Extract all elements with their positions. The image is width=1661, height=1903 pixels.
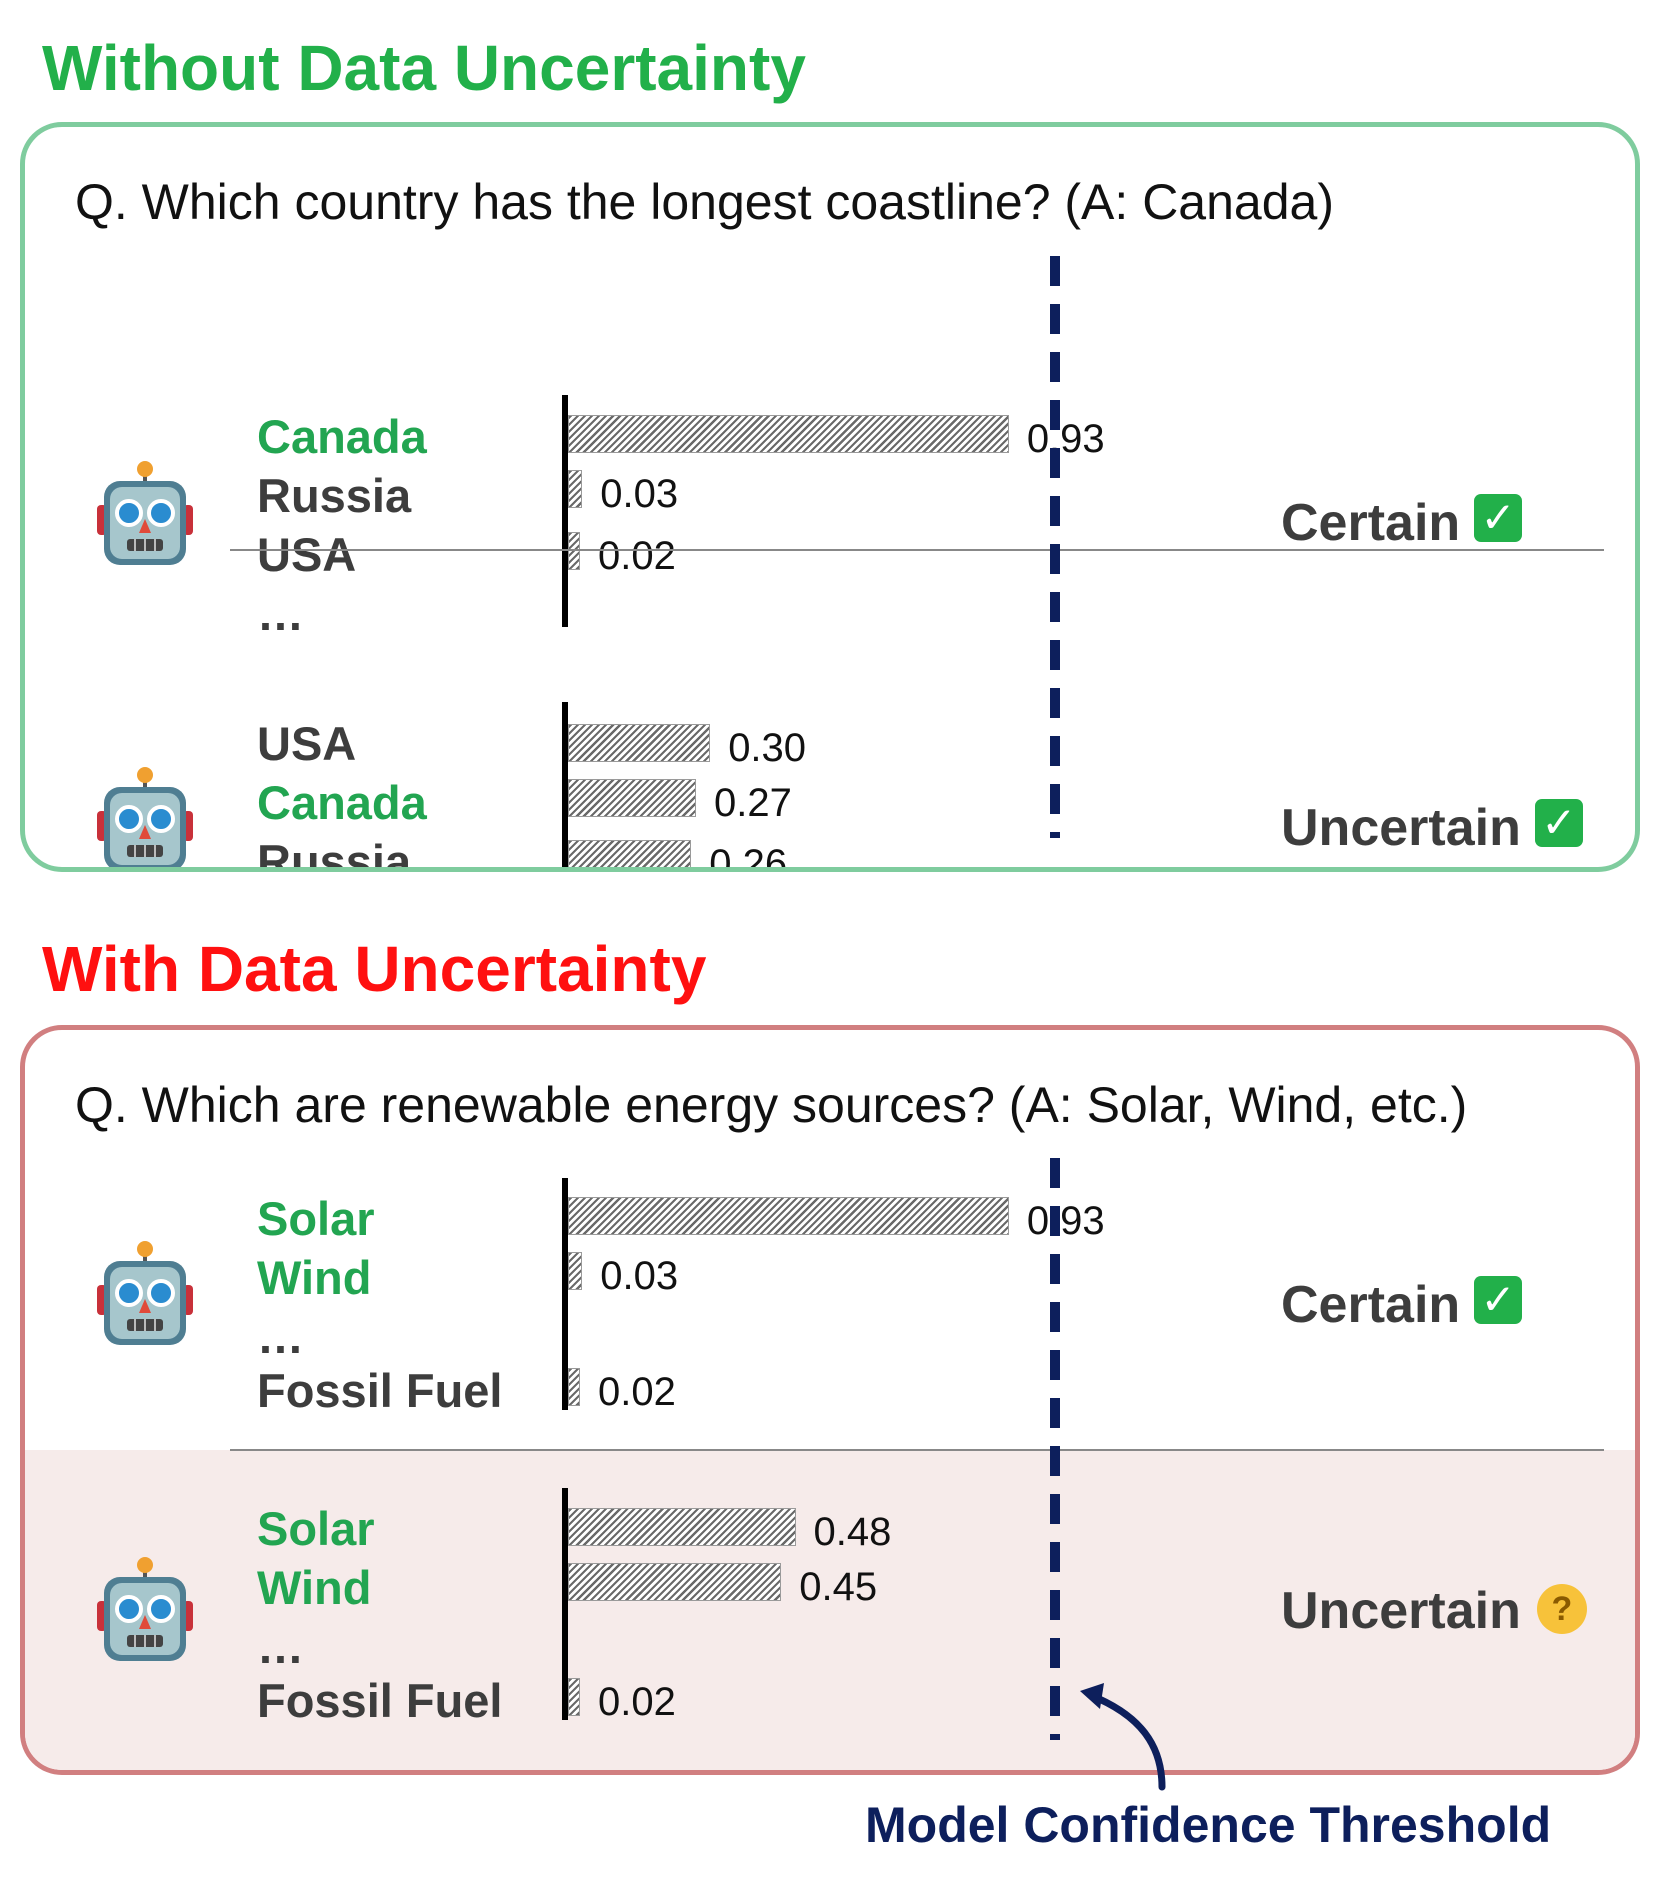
candidate-answer: … bbox=[257, 1620, 304, 1673]
confidence-status: Uncertain? bbox=[1281, 1584, 1587, 1637]
probability-bar bbox=[568, 532, 580, 570]
candidate-answer: Solar bbox=[257, 1192, 375, 1245]
candidate-answer: Fossil Fuel bbox=[257, 1674, 503, 1727]
status-label: Certain bbox=[1281, 1276, 1461, 1334]
probability-bar bbox=[568, 415, 1009, 453]
check-mark-icon: ✓ bbox=[1474, 494, 1523, 542]
robot-icon bbox=[97, 459, 193, 567]
probability-bar bbox=[568, 1563, 782, 1601]
probability-label: 0.02 bbox=[598, 534, 676, 578]
check-mark-icon: ✓ bbox=[1474, 1276, 1523, 1324]
confidence-status: Uncertain ✓ bbox=[1281, 799, 1583, 854]
thinking-face-icon: ? bbox=[1536, 1584, 1587, 1634]
robot-icon bbox=[97, 765, 193, 867]
candidate-answer: USA bbox=[257, 717, 357, 770]
status-label: Certain bbox=[1281, 494, 1461, 552]
probability-label: 0.48 bbox=[813, 1510, 892, 1554]
section-title-with: With Data Uncertainty bbox=[42, 933, 707, 1005]
confidence-status: Certain ✓ bbox=[1281, 1276, 1523, 1334]
question-text: Q. Which are renewable energy sources? (… bbox=[75, 1077, 1468, 1133]
candidate-answer: … bbox=[257, 1310, 304, 1363]
probability-bar bbox=[568, 724, 711, 762]
check-mark-icon: ✓ bbox=[1534, 799, 1583, 847]
probability-label: 0.93 bbox=[1026, 417, 1105, 461]
probability-axis bbox=[562, 1178, 568, 1410]
panel-with-uncertainty: Q. Which are renewable energy sources? (… bbox=[20, 1025, 1640, 1775]
candidate-answer: Canada bbox=[257, 776, 427, 829]
row-divider bbox=[230, 1449, 1604, 1451]
probability-label: 0.45 bbox=[799, 1565, 878, 1609]
robot-icon bbox=[97, 1239, 193, 1347]
status-label: Uncertain bbox=[1281, 799, 1521, 857]
status-label: Uncertain bbox=[1281, 1582, 1521, 1640]
row-highlight bbox=[25, 1450, 1635, 1770]
probability-axis bbox=[562, 395, 568, 627]
example-row-certain: Solar Wind … Fossil Fuel 0.93 0.03 0.02 … bbox=[25, 1030, 1635, 1450]
probability-bar bbox=[568, 1197, 1009, 1235]
curved-arrow-icon bbox=[1080, 1683, 1166, 1791]
probability-label: 0.02 bbox=[598, 1370, 676, 1414]
row-divider bbox=[230, 549, 1604, 551]
candidate-answer: Russia bbox=[257, 835, 412, 872]
candidate-answer: Solar bbox=[257, 1502, 375, 1555]
probability-label: 0.26 bbox=[709, 842, 788, 872]
section-title-without: Without Data Uncertainty bbox=[42, 32, 806, 104]
probability-axis bbox=[562, 702, 568, 867]
candidate-answer: … bbox=[257, 587, 304, 640]
candidate-answer: Russia bbox=[257, 469, 412, 522]
probability-label: 0.03 bbox=[600, 1254, 679, 1298]
robot-icon bbox=[97, 1555, 193, 1663]
probability-label: 0.30 bbox=[728, 726, 807, 770]
example-row-uncertain: USA Canada Russia … 0.30 0.27 0.26 Uncer… bbox=[25, 550, 1635, 872]
probability-axis bbox=[562, 1488, 568, 1720]
candidate-answer: Wind bbox=[257, 1561, 372, 1614]
confidence-status: Certain ✓ bbox=[1281, 494, 1523, 552]
probability-bar bbox=[568, 779, 696, 817]
panel-without-uncertainty: Q. Which country has the longest coastli… bbox=[20, 122, 1640, 872]
example-row-certain: Canada Russia USA … 0.93 0.03 0.02 Certa… bbox=[25, 272, 1635, 672]
question-text: Q. Which country has the longest coastli… bbox=[75, 174, 1334, 230]
candidate-answer: USA bbox=[257, 528, 357, 581]
probability-bar bbox=[568, 1508, 796, 1546]
example-row-uncertain: Solar Wind … Fossil Fuel 0.48 0.45 0.02 … bbox=[25, 1450, 1635, 1770]
probability-label: 0.93 bbox=[1026, 1199, 1105, 1243]
probability-bar bbox=[568, 1368, 580, 1406]
probability-bar bbox=[568, 1678, 580, 1716]
confidence-threshold-line bbox=[1050, 256, 1060, 838]
probability-bar bbox=[568, 840, 692, 867]
confidence-threshold-line bbox=[1050, 1158, 1060, 1740]
probability-bar bbox=[568, 1252, 583, 1290]
threshold-label: Model Confidence Threshold bbox=[865, 1797, 1552, 1853]
probability-label: 0.27 bbox=[713, 781, 792, 825]
probability-label: 0.02 bbox=[598, 1680, 676, 1724]
candidate-answer: Fossil Fuel bbox=[257, 1364, 503, 1417]
candidate-answer: Canada bbox=[257, 410, 427, 463]
probability-bar bbox=[568, 470, 583, 508]
candidate-answer: Wind bbox=[257, 1251, 372, 1304]
probability-label: 0.03 bbox=[600, 472, 679, 516]
